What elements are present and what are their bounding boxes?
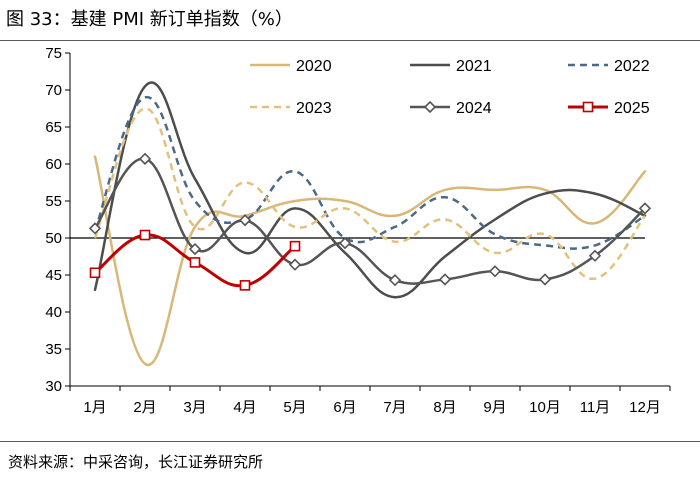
data-point-2024 [288,258,302,271]
x-tick-label: 12月 [629,399,661,416]
legend-item-2025: 2025 [568,100,650,117]
x-tick-label: 1月 [83,399,106,416]
data-point-2024 [238,214,252,227]
data-point-2025 [139,229,151,241]
legend-marker [423,100,437,114]
data-point-2024 [538,273,552,286]
legend-item-2021: 2021 [410,58,492,75]
legend-marker [582,101,594,113]
series-line-2020 [93,155,647,367]
x-tick-label: 11月 [580,399,611,416]
x-tick-label: 10月 [529,399,561,416]
y-tick-label: 60 [45,156,62,173]
x-tick-label: 2月 [133,399,156,416]
series-line-2022 [93,96,646,250]
legend-label: 2020 [296,58,332,75]
title-divider [0,40,700,41]
legend-item-2022: 2022 [568,58,650,75]
data-point-2025 [189,257,201,268]
y-tick-label: 75 [45,45,62,62]
x-tick-label: 9月 [483,399,506,416]
legend-label: 2023 [296,100,332,117]
legend: 2020 2021 2022 2023 2024 2025 [250,58,650,117]
series-layer [88,81,652,367]
data-point-2024 [138,152,152,165]
legend-label: 2025 [614,100,650,117]
x-tick-label: 7月 [383,399,406,416]
x-axis-ticks: 1月 2月 3月 4月 5月 6月 7月 8月 9月 10月 11月 12月 [69,386,671,416]
y-tick-label: 65 [45,119,62,136]
y-tick-label: 50 [45,230,62,247]
x-tick-label: 3月 [183,399,206,416]
x-tick-label: 8月 [433,399,456,416]
data-point-2025 [239,280,251,291]
x-tick-label: 6月 [333,399,356,416]
legend-label: 2024 [456,100,492,117]
data-point-2024 [488,265,502,278]
data-point-2024 [588,249,602,262]
y-axis-ticks: 30 35 40 45 50 55 60 65 70 75 [45,45,70,395]
y-tick-label: 45 [45,267,62,284]
series-2022 [93,96,646,250]
series-2025 [89,229,301,291]
legend-item-2024: 2024 [410,100,492,117]
data-point-2024 [438,273,452,286]
x-tick-label: 4月 [233,399,256,416]
chart-title: 图 33：基建 PMI 新订单指数（%） [6,9,293,30]
y-tick-label: 35 [45,341,62,358]
y-tick-label: 30 [45,378,62,395]
y-tick-label: 55 [45,193,62,210]
x-tick-label: 5月 [283,399,306,416]
data-point-2024 [88,222,102,235]
data-point-2024 [388,274,402,287]
series-2023 [93,107,646,280]
legend-label: 2021 [456,58,492,75]
footer-divider [0,441,700,442]
series-2024 [88,152,652,287]
series-line-2023 [93,107,646,280]
data-point-2025 [289,240,301,252]
y-tick-label: 40 [45,304,62,321]
y-tick-label: 70 [45,82,62,99]
data-point-2024 [338,237,352,250]
series-2020 [93,155,647,367]
series-line-2024 [93,157,647,285]
legend-item-2023: 2023 [250,100,332,117]
data-point-2025 [89,267,101,279]
legend-label: 2022 [614,58,650,75]
source-note: 资料来源：中采咨询，长江证券研究所 [8,453,264,471]
legend-item-2020: 2020 [250,58,332,75]
data-point-2024 [188,242,202,256]
data-point-2024 [638,202,652,215]
